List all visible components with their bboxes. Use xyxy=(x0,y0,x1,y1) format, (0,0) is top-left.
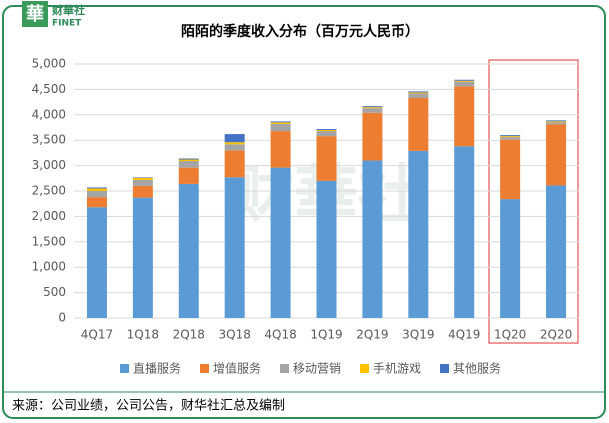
bar-segment xyxy=(270,123,291,132)
bar-segment xyxy=(316,180,337,318)
bar-segment xyxy=(270,167,291,318)
bar-segment xyxy=(408,91,429,93)
bar-segment xyxy=(86,197,107,208)
x-tick-label: 1Q19 xyxy=(310,328,342,342)
legend-label: 移动营销 xyxy=(293,362,341,376)
bar-segment xyxy=(178,167,199,184)
y-tick-label: 5,000 xyxy=(32,57,66,71)
bar-segment xyxy=(408,93,429,99)
bar-segment xyxy=(454,79,475,81)
bar-segment xyxy=(362,106,383,108)
bar-segment xyxy=(178,158,199,160)
y-tick-label: 0 xyxy=(58,311,66,325)
x-tick-label: 2Q18 xyxy=(173,328,205,342)
bar-segment xyxy=(362,160,383,318)
y-tick-label: 2,500 xyxy=(32,184,66,198)
legend-swatch xyxy=(200,364,209,373)
bar-segment xyxy=(454,80,475,82)
bar-segment xyxy=(86,187,107,189)
source: 来源：公司业绩，公司公告，财华社汇总及编制 xyxy=(12,398,285,414)
legend-swatch xyxy=(360,364,369,373)
bar-segment xyxy=(86,207,107,318)
bar-segment xyxy=(316,131,337,137)
bar-segment xyxy=(132,177,153,180)
logo-mark: 華 xyxy=(26,3,44,25)
bar-segment xyxy=(132,185,153,198)
highlight-box xyxy=(488,59,579,344)
logo-box xyxy=(22,1,48,27)
bar-segment xyxy=(86,188,107,191)
bar-segment xyxy=(362,108,383,113)
bar-segment xyxy=(132,179,153,186)
y-tick-label: 500 xyxy=(43,285,66,299)
bar-segment xyxy=(408,92,429,94)
bar-segment xyxy=(454,146,475,318)
x-tick-label: 4Q18 xyxy=(264,328,296,342)
bar-segment xyxy=(178,159,199,162)
legend-swatch xyxy=(280,364,289,373)
bar-segment xyxy=(500,137,521,140)
bar-segment xyxy=(224,177,245,318)
legend-swatch xyxy=(120,364,129,373)
bar-segment xyxy=(224,144,245,151)
bar-segment xyxy=(500,199,521,318)
bar-segment xyxy=(224,134,245,143)
x-tick-label: 1Q18 xyxy=(127,328,159,342)
x-tick-label: 2Q20 xyxy=(540,328,572,342)
legend-swatch xyxy=(440,364,449,373)
x-tick-label: 4Q19 xyxy=(448,328,480,342)
bar-segment xyxy=(270,131,291,168)
bar-segment xyxy=(132,177,153,178)
bar-segment xyxy=(86,191,107,198)
y-tick-label: 2,000 xyxy=(32,209,66,223)
bar-segment xyxy=(316,130,337,132)
bar-segment xyxy=(224,150,245,178)
legend-label: 直播服务 xyxy=(133,361,181,376)
y-tick-label: 1,000 xyxy=(32,260,66,274)
bar-segment xyxy=(224,142,245,145)
bar-segment xyxy=(546,121,567,123)
legend-label: 手机游戏 xyxy=(373,362,421,376)
bar-segment xyxy=(454,81,475,87)
x-tick-label: 3Q18 xyxy=(219,328,251,342)
bar-segment xyxy=(270,122,291,124)
x-tick-label: 3Q19 xyxy=(402,328,434,342)
bar-segment xyxy=(178,183,199,318)
bar-segment xyxy=(408,150,429,318)
bar-segment xyxy=(500,136,521,138)
bar-segment xyxy=(454,86,475,147)
bar-segment xyxy=(178,161,199,168)
bar-segment xyxy=(270,121,291,123)
bar-segment xyxy=(316,136,337,181)
bar-segment xyxy=(316,129,337,131)
bar-segment xyxy=(546,124,567,186)
logo-name: 财華社 xyxy=(51,3,85,17)
y-tick-label: 4,500 xyxy=(32,82,66,96)
bar-segment xyxy=(546,185,567,318)
bar-segment xyxy=(500,139,521,200)
legend-label: 增值服务 xyxy=(213,361,261,376)
bar-segment xyxy=(408,98,429,151)
x-tick-label: 1Q20 xyxy=(494,328,526,342)
bar-segment xyxy=(500,135,521,137)
logo-sub: FINET xyxy=(52,19,82,29)
y-tick-label: 3,500 xyxy=(32,133,66,147)
legend-label: 其他服务 xyxy=(453,361,501,376)
bar-segment xyxy=(546,122,567,125)
bar-segment xyxy=(362,107,383,109)
x-tick-label: 2Q19 xyxy=(356,328,388,342)
bar-segment xyxy=(362,112,383,161)
bar-segment xyxy=(132,197,153,318)
chart-title: 陌陌的季度收入分布（百万元人民币） xyxy=(181,23,419,40)
y-tick-label: 3,000 xyxy=(32,158,66,172)
y-tick-label: 1,500 xyxy=(32,234,66,248)
x-tick-label: 4Q17 xyxy=(81,328,113,342)
y-tick-label: 4,000 xyxy=(32,107,66,121)
bar-segment xyxy=(546,120,567,122)
